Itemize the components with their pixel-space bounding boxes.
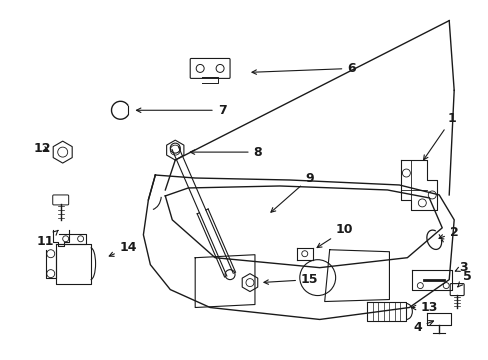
Text: 1: 1 [423,112,456,160]
Text: 3: 3 [454,261,467,274]
Text: 8: 8 [190,145,262,159]
Text: 15: 15 [264,273,318,286]
Text: 9: 9 [270,171,313,212]
Text: 14: 14 [109,241,137,256]
Text: 11: 11 [37,230,58,248]
Text: 6: 6 [251,62,355,75]
Text: 7: 7 [136,104,226,117]
Text: 4: 4 [412,320,433,334]
Text: 10: 10 [316,223,353,248]
Text: 13: 13 [410,301,437,314]
Text: 5: 5 [457,270,470,287]
Text: 2: 2 [438,226,458,239]
Text: 12: 12 [34,141,51,155]
